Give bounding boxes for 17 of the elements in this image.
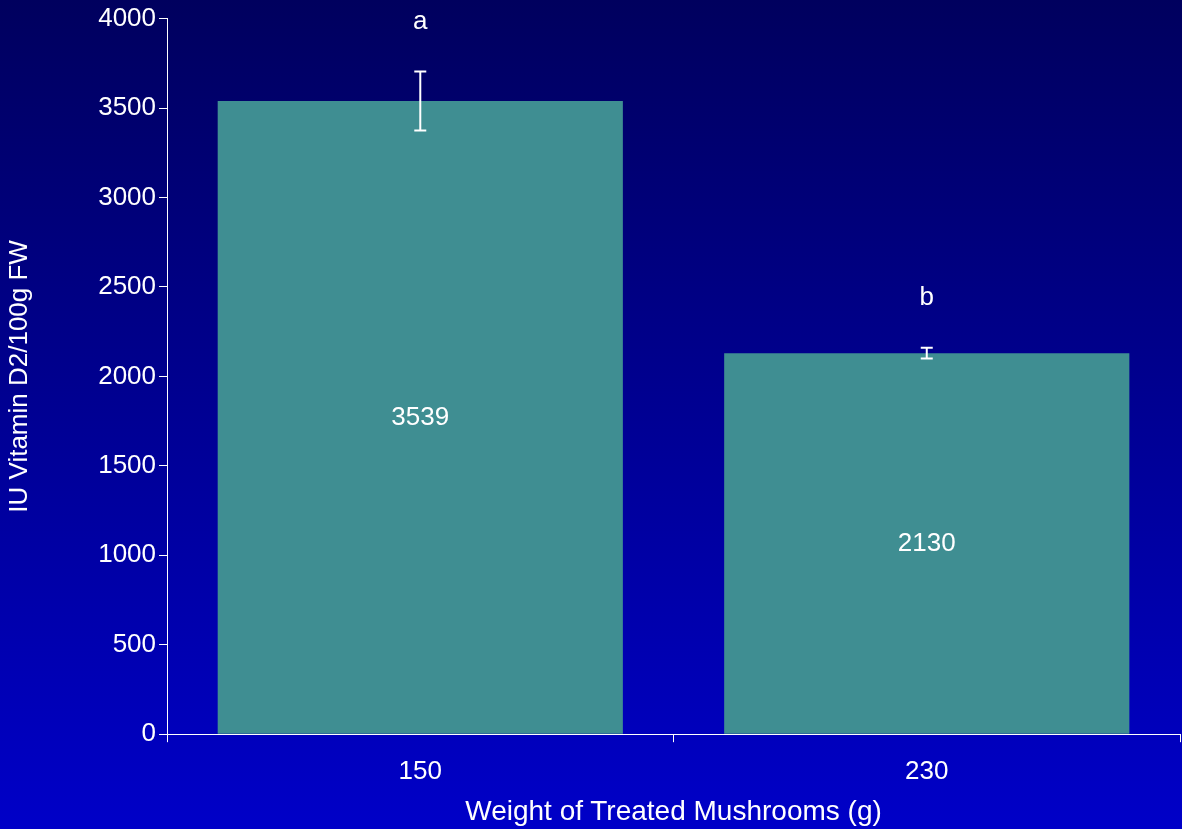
data-label: 3539 — [391, 400, 450, 431]
x-axis-title: Weight of Treated Mushrooms (g) — [465, 794, 882, 826]
annotation: a — [413, 4, 429, 35]
data-label: 2130 — [897, 526, 956, 557]
y-tick-label: 1000 — [98, 538, 157, 569]
y-tick-label: 500 — [112, 627, 157, 658]
y-tick-label: 3500 — [98, 91, 157, 122]
y-axis-title: IU Vitamin D2/100g FW — [2, 239, 33, 513]
y-tick-label: 2500 — [98, 270, 157, 301]
y-tick-label: 2000 — [98, 359, 157, 390]
y-tick-label: 4000 — [98, 1, 157, 32]
y-tick-label: 3000 — [98, 180, 157, 211]
y-tick-label: 1500 — [98, 449, 157, 480]
annotation: b — [919, 280, 934, 311]
x-tick-label: 230 — [905, 754, 949, 785]
y-tick-label: 0 — [141, 717, 157, 748]
x-tick-label: 150 — [398, 754, 442, 785]
